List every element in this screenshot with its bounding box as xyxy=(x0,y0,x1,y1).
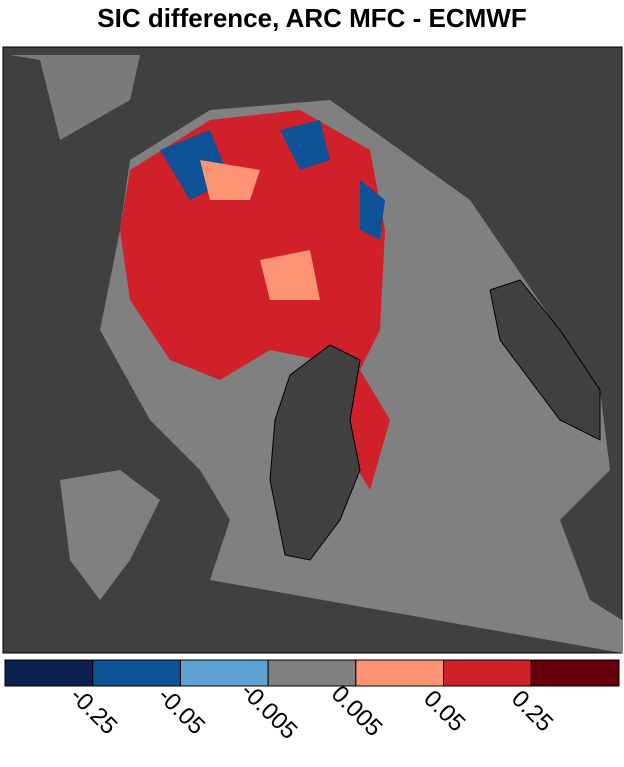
land xyxy=(489,279,601,441)
colorbar-swatch xyxy=(267,659,357,687)
sea-ice-difference xyxy=(200,160,320,300)
colorbar-tick-label: 0.25 xyxy=(506,685,558,737)
colorbar-swatch xyxy=(443,659,532,687)
colorbar-tick-label: 0.05 xyxy=(418,685,470,737)
colorbar-swatch xyxy=(355,659,445,687)
colorbar-tick-label: -0.005 xyxy=(235,678,302,745)
sea-ice-difference xyxy=(160,120,385,240)
title: SIC difference, ARC MFC - ECMWF xyxy=(97,3,526,33)
map xyxy=(2,46,623,654)
colorbar-swatch xyxy=(530,659,620,687)
ocean xyxy=(60,470,160,600)
colorbar-swatch xyxy=(92,659,181,687)
colorbar-tick-label: -0.25 xyxy=(65,682,123,740)
ocean xyxy=(10,55,140,140)
colorbar-swatch xyxy=(4,659,94,687)
colorbar-tick-label: -0.05 xyxy=(152,682,210,740)
colorbar: -0.25 -0.05 -0.005 0.005 0.05 0.25 xyxy=(4,659,620,745)
colorbar-tick-label: 0.005 xyxy=(326,680,388,742)
greenland xyxy=(269,344,361,561)
sea-ice-difference xyxy=(120,110,390,490)
